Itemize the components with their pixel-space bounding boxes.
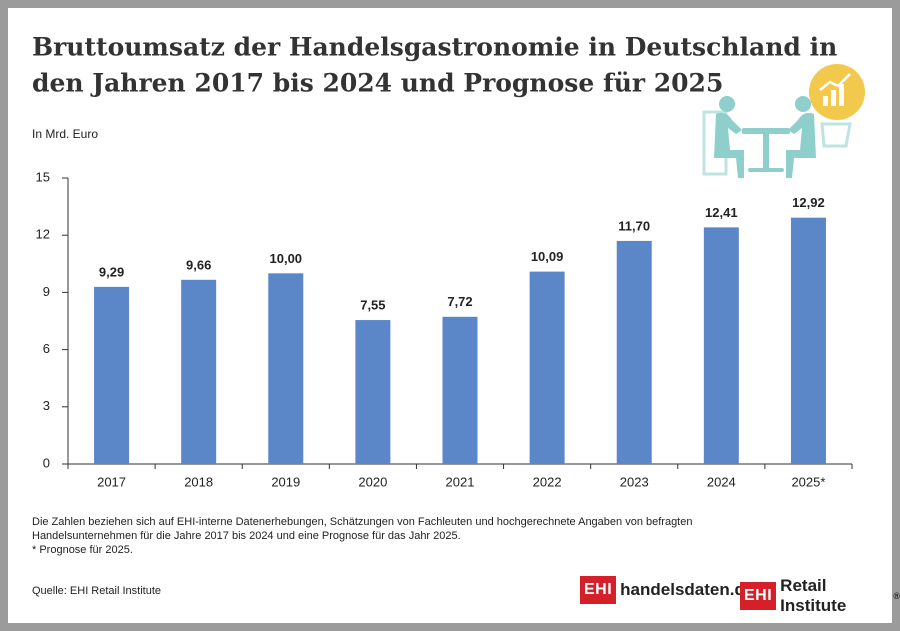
bar [616,240,652,464]
value-label: 7,72 [447,294,472,309]
source: Quelle: EHI Retail Institute [32,585,162,597]
bar [268,273,304,464]
logo-mark: EHI [580,576,617,604]
y-axis-label: In Mrd. Euro [32,127,98,141]
illustration [702,64,865,178]
chart-title: Bruttoumsatz der Handelsgastronomie in D… [32,33,837,62]
value-label: 10,09 [531,249,564,264]
x-tick-label: 2018 [184,474,213,489]
logo-mark: EHI [740,582,777,610]
y-tick-label: 12 [36,227,50,242]
logo: EHI handelsdaten.de [580,576,754,604]
x-tick-label: 2022 [533,474,562,489]
value-label: 9,66 [186,257,211,272]
chart-title: den Jahren 2017 bis 2024 und Prognose fü… [32,69,723,98]
bar [181,279,217,464]
logo: EHI Retail Institute ® [740,576,900,616]
x-tick-label: 2017 [97,474,126,489]
value-label: 12,92 [792,195,825,210]
logo-text: handelsdaten.de [620,580,755,599]
y-tick-label: 15 [36,169,50,184]
value-label: 10,00 [270,251,303,266]
logo-sup: ® [893,591,900,601]
card [8,8,892,623]
x-tick-label: 2024 [707,474,736,489]
bar [355,320,391,464]
y-tick-label: 0 [43,455,50,470]
x-tick-label: 2025* [791,474,825,489]
x-tick-label: 2021 [446,474,475,489]
y-tick-label: 9 [43,284,50,299]
bar [529,271,565,464]
bar [703,227,739,464]
value-label: 9,29 [99,264,124,279]
bar [790,217,826,464]
x-tick-label: 2020 [358,474,387,489]
y-tick-label: 3 [43,398,50,413]
footnote: * Prognose für 2025. [32,544,133,556]
value-label: 7,55 [360,297,385,312]
logo-text: Retail Institute [780,576,847,615]
bar [442,316,478,464]
footnote: Die Zahlen beziehen sich auf EHI-interne… [32,516,693,542]
value-label: 12,41 [705,205,738,220]
x-tick-label: 2019 [271,474,300,489]
value-label: 11,70 [618,218,650,233]
bar [94,286,130,464]
x-tick-label: 2023 [620,474,649,489]
footnotes: Die Zahlen beziehen sich auf EHI-interne… [32,515,722,557]
y-tick-label: 6 [43,341,50,356]
